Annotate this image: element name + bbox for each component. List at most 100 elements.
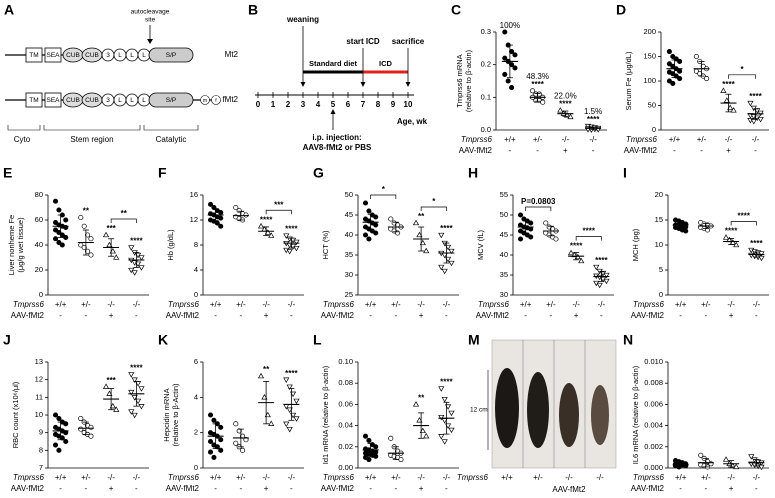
y-tick-label: 0.010: [644, 357, 663, 366]
aav: +: [729, 484, 734, 493]
tick-label: 10: [404, 100, 413, 109]
domain-label: 3: [106, 97, 110, 104]
data-point: [366, 236, 372, 242]
data-point: [398, 456, 404, 463]
genotype: +/+: [210, 300, 222, 309]
domain-label: TM: [29, 52, 38, 59]
aav: -: [290, 484, 293, 493]
bracket-label: ****: [583, 227, 596, 236]
data-point: [131, 270, 138, 276]
y-tick-label: 16: [190, 190, 198, 199]
data-point: [233, 204, 239, 211]
arrowhead: [147, 39, 153, 44]
data-point: [423, 432, 430, 439]
significance: ***: [106, 376, 116, 385]
significance: ****: [531, 80, 544, 89]
panel-letter: B: [248, 2, 258, 18]
data-point: [747, 100, 754, 107]
data-point: [705, 227, 711, 233]
genotype: +/-: [236, 473, 246, 482]
data-point: [509, 49, 515, 55]
aav: -: [679, 484, 682, 493]
y-tick-label: 12: [35, 375, 43, 384]
panel-letter: A: [4, 2, 14, 18]
aav: +: [563, 146, 568, 155]
data-point: [207, 438, 214, 445]
data-point: [78, 426, 84, 432]
genotype: -/-: [443, 300, 451, 309]
data-point: [63, 234, 69, 241]
domain-label: L: [142, 52, 146, 59]
data-point: [56, 415, 62, 422]
data-point: [723, 97, 730, 103]
aav-label: AAV-fMt2: [321, 311, 355, 320]
tag: [211, 95, 221, 105]
significance: ****: [285, 225, 298, 234]
y-tick-label: 0.006: [644, 399, 663, 408]
domain-label: CUB: [66, 97, 80, 104]
significance: ****: [749, 92, 762, 101]
data-point: [509, 62, 515, 68]
aav: -: [214, 484, 217, 493]
aav: -: [240, 311, 243, 320]
data-point: [109, 402, 116, 409]
data-point: [257, 222, 265, 229]
panel-letter: G: [313, 165, 324, 181]
data-point: [373, 444, 379, 450]
aav: -: [135, 311, 138, 320]
genotype: -/-: [572, 300, 580, 309]
y-tick-label: 6: [194, 357, 198, 366]
data-point: [512, 52, 518, 58]
tick-label: 6: [346, 100, 351, 109]
data-point: [257, 372, 265, 379]
tick-label: 1: [271, 100, 276, 109]
genotype: -/-: [107, 300, 115, 309]
significance: ****: [285, 369, 298, 378]
genotype-label: Tmprss6: [168, 300, 200, 309]
data-point: [78, 415, 84, 422]
arrowhead: [330, 109, 336, 114]
panel-letter: D: [616, 2, 626, 18]
data-point: [102, 383, 110, 389]
data-point: [134, 261, 142, 268]
data-point: [757, 117, 764, 123]
data-point: [81, 244, 87, 251]
genotype: +/-: [533, 473, 543, 482]
significance: ****: [260, 215, 273, 224]
data-point: [218, 223, 224, 229]
tick-label: 4: [316, 100, 321, 109]
data-point: [63, 438, 69, 445]
diet-label: ICD: [379, 59, 393, 68]
aav: -: [85, 311, 88, 320]
bracket: [370, 194, 397, 199]
scale-label: 12 cm: [470, 407, 488, 414]
significance: ****: [722, 80, 735, 89]
data-point: [362, 232, 369, 238]
data-point: [362, 433, 369, 439]
data-point: [261, 394, 268, 400]
y-tick-label: 15: [655, 215, 663, 224]
domain-label: SEA: [46, 97, 60, 104]
event-label: start ICD: [346, 37, 380, 46]
y-tick-label: 50: [345, 190, 353, 199]
data-point: [268, 420, 275, 426]
aav: -: [369, 484, 372, 493]
mouse: [527, 372, 549, 448]
genotype: +/+: [365, 473, 377, 482]
y-tick-label: 0.000: [644, 463, 663, 472]
y-axis-label: MCV (fL): [476, 229, 485, 260]
data-point: [412, 219, 420, 226]
y-axis-label: (μg/g wet tissue): [16, 217, 25, 273]
data-point: [438, 232, 445, 239]
region-label: Stem region: [70, 135, 113, 144]
genotype: +/-: [81, 300, 91, 309]
event-label: weaning: [286, 15, 319, 24]
genotype-label: Tmprss6: [168, 473, 200, 482]
genotype: +/-: [701, 300, 711, 309]
data-point: [677, 68, 683, 74]
y-tick-label: 20: [655, 190, 663, 199]
data-point: [286, 249, 293, 255]
data-point: [528, 234, 534, 240]
y-axis-label: Serum Fe (μg/dL): [624, 51, 633, 110]
aav: -: [240, 484, 243, 493]
